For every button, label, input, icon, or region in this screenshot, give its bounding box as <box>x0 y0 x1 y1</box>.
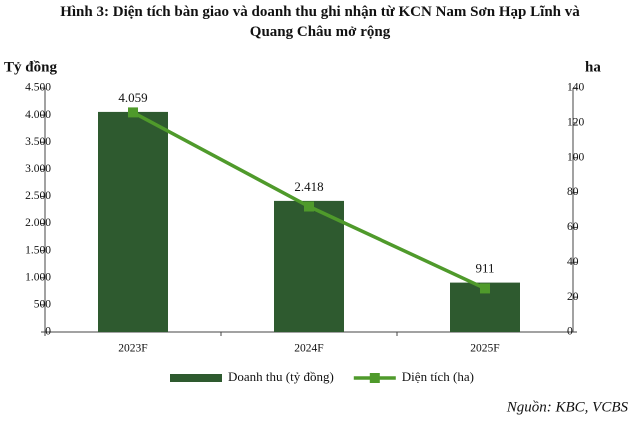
legend-swatch <box>170 374 222 382</box>
y-tick-label: 500 <box>34 299 52 311</box>
y2-tick-label: 40 <box>567 256 579 268</box>
value-label: 4.059 <box>118 90 147 105</box>
y2-tick-label: 0 <box>567 326 573 338</box>
x-tick-label: 2025F <box>470 343 499 355</box>
y-tick-label: 1.500 <box>25 244 51 256</box>
value-label: 911 <box>475 261 494 276</box>
line-marker <box>480 283 490 294</box>
value-label: 2.418 <box>294 179 323 194</box>
y2-tick-label: 100 <box>567 151 585 163</box>
chart-title: Hình 3: Diện tích bàn giao và doanh thu … <box>60 4 580 40</box>
legend-label: Diện tích (ha) <box>402 369 474 384</box>
y2-tick-label: 120 <box>567 116 585 128</box>
line-marker <box>304 201 314 212</box>
bar <box>98 111 168 332</box>
x-tick-label: 2023F <box>118 343 147 355</box>
y2-tick-label: 80 <box>567 186 579 198</box>
bar <box>274 200 344 332</box>
y-tick-label: 0 <box>45 326 51 338</box>
y-axis-label: Tỷ đồng <box>4 59 57 75</box>
y-tick-label: 4.000 <box>25 109 51 121</box>
y2-tick-label: 60 <box>567 221 579 233</box>
y-tick-label: 3.500 <box>25 136 51 148</box>
y2-axis-label: ha <box>585 59 601 75</box>
y-tick-label: 2.000 <box>25 217 51 229</box>
line-marker <box>128 107 138 118</box>
y2-tick-label: 140 <box>567 82 585 94</box>
legend-swatch <box>369 373 380 383</box>
y-tick-label: 2.500 <box>25 190 51 202</box>
y2-tick-label: 20 <box>567 291 579 303</box>
y-tick-label: 1.000 <box>25 271 51 283</box>
x-tick-label: 2024F <box>294 343 323 355</box>
source: Nguồn: KBC, VCBS <box>506 399 629 415</box>
y-tick-label: 4.500 <box>25 82 51 94</box>
y-tick-label: 3.000 <box>25 163 51 175</box>
legend-label: Doanh thu (tỷ đồng) <box>228 369 334 384</box>
